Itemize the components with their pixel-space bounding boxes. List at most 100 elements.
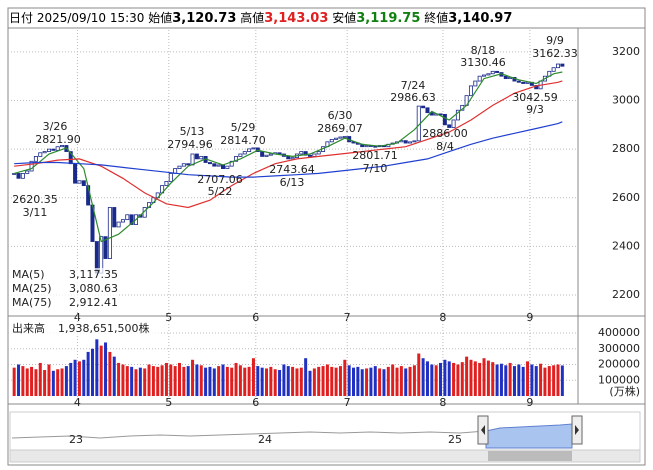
volume-bar <box>269 366 273 396</box>
ma-line <box>14 80 563 209</box>
volume-bar <box>317 366 321 396</box>
candle <box>421 105 426 109</box>
candle <box>303 151 308 156</box>
volume-bar <box>121 364 125 396</box>
volume-bar <box>177 362 181 396</box>
candle <box>238 153 243 157</box>
annotation-date: 6/30 <box>328 109 353 122</box>
navigator[interactable]: 23 24 25 <box>9 411 641 463</box>
legend-bg <box>9 268 119 312</box>
scrollbar[interactable] <box>9 449 641 463</box>
candle <box>225 165 230 169</box>
candle <box>408 141 413 144</box>
x-tick-label: 9 <box>526 396 533 409</box>
candle <box>525 81 530 84</box>
volume-bar <box>560 365 564 396</box>
volume-bar <box>95 339 99 396</box>
candle <box>482 74 487 77</box>
volume-bar <box>56 369 60 396</box>
y-tick-label: 200000 <box>598 358 640 371</box>
candle <box>46 148 51 152</box>
candle <box>55 146 60 151</box>
volume-bar <box>552 365 556 396</box>
volume-bar <box>230 367 234 396</box>
volume-bar <box>456 364 460 396</box>
volume-bar <box>69 362 73 396</box>
navigator-label: 25 <box>448 433 462 446</box>
volume-bar <box>34 369 38 396</box>
close: 3,140.97 <box>448 11 513 26</box>
candle <box>242 151 247 155</box>
annotation-date: 5/22 <box>208 185 233 198</box>
navigator-range <box>485 423 573 449</box>
candle <box>194 153 199 160</box>
candle <box>329 139 334 143</box>
open: 3,120.73 <box>172 11 237 26</box>
annotation-price: 2814.70 <box>220 134 266 147</box>
candle <box>181 163 186 167</box>
annotation-price: 2801.71 <box>352 149 398 162</box>
volume-bar <box>526 361 530 396</box>
candle <box>60 145 65 148</box>
candle <box>77 180 82 184</box>
candle <box>199 156 204 160</box>
volume-bar <box>478 362 482 396</box>
annotation-price: 2743.64 <box>269 163 315 176</box>
annotation-date: 9/3 <box>526 103 544 116</box>
low: 3,119.75 <box>356 11 421 26</box>
candle <box>277 152 282 155</box>
volume-bar <box>547 366 551 396</box>
volume-bar <box>482 358 486 396</box>
ma-line <box>14 121 563 178</box>
candle <box>120 219 125 223</box>
x-tick-label: 8 <box>439 311 446 324</box>
x-tick-label: 7 <box>344 396 351 409</box>
volume-bar <box>508 362 512 396</box>
volume-bar <box>352 367 356 396</box>
annotation-price: 2886.00 <box>422 127 468 140</box>
volume-bar <box>156 366 160 396</box>
candle <box>551 67 556 72</box>
candle <box>299 151 304 155</box>
volume-bar <box>386 366 390 396</box>
volume-bar <box>360 369 364 396</box>
legend-value: 3,117.35 <box>69 268 118 281</box>
y-tick-label: 3200 <box>612 45 640 58</box>
candle <box>403 140 408 144</box>
volume-bar <box>278 370 282 396</box>
volume-bar <box>334 367 338 396</box>
volume-bar <box>195 364 199 396</box>
candle <box>495 70 500 73</box>
candle <box>112 207 117 228</box>
annotation-date: 6/13 <box>280 176 305 189</box>
volume-bar <box>160 365 164 396</box>
volume-bar <box>434 365 438 396</box>
candle <box>125 214 130 221</box>
candle <box>129 214 134 225</box>
volume-bar <box>378 368 382 396</box>
volume-bar <box>399 366 403 396</box>
candle <box>103 236 108 259</box>
y-tick-label: 100000 <box>598 373 640 386</box>
candle <box>42 151 47 154</box>
volume-bar <box>304 358 308 396</box>
annotation-date: 9/9 <box>546 34 564 47</box>
volume-bar <box>469 359 473 396</box>
navigator-label: 23 <box>69 433 83 446</box>
candle <box>29 160 34 172</box>
candle <box>20 173 25 179</box>
volume-bar <box>182 366 186 396</box>
volume-bar <box>212 368 216 396</box>
legend-value: 3,080.63 <box>69 282 118 295</box>
label: 始値 <box>148 11 173 25</box>
candle <box>107 207 112 259</box>
volume-bar <box>164 362 168 396</box>
volume-bar <box>112 356 116 396</box>
y-tick-label: 2200 <box>612 288 640 301</box>
volume-bar <box>51 370 55 396</box>
datetime: 2025/09/10 15:30 <box>36 11 145 25</box>
volume-bar <box>282 364 286 396</box>
scrollbar-thumb[interactable] <box>488 451 572 461</box>
annotation-price: 2869.07 <box>317 122 363 135</box>
